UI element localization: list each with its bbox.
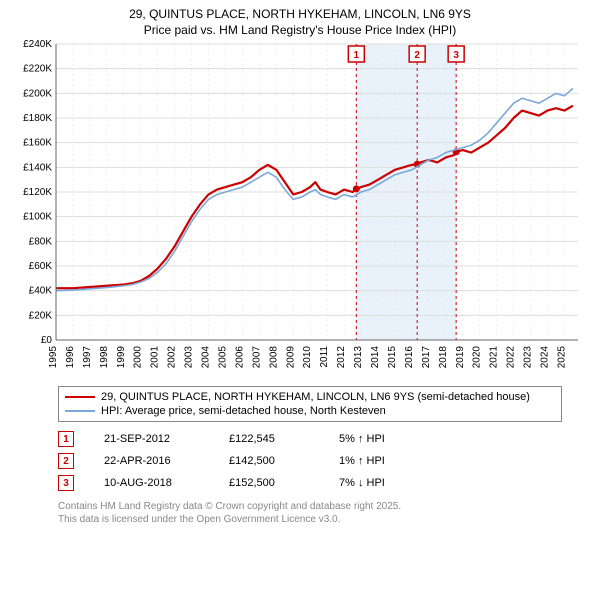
svg-text:2021: 2021: [489, 346, 500, 369]
svg-text:2014: 2014: [370, 346, 381, 369]
svg-text:2004: 2004: [201, 346, 212, 369]
footer-line-1: Contains HM Land Registry data © Crown c…: [58, 500, 562, 513]
legend-item: 29, QUINTUS PLACE, NORTH HYKEHAM, LINCOL…: [65, 390, 555, 404]
sale-row: 1 21-SEP-2012 £122,545 5% ↑ HPI: [58, 428, 562, 450]
svg-text:2011: 2011: [319, 346, 330, 368]
sale-price: £122,545: [229, 433, 309, 445]
svg-text:2003: 2003: [184, 346, 195, 369]
sale-row: 3 10-AUG-2018 £152,500 7% ↓ HPI: [58, 472, 562, 494]
sale-marker: 3: [58, 475, 74, 491]
svg-text:2019: 2019: [455, 346, 466, 369]
sale-price: £142,500: [229, 455, 309, 467]
svg-text:1995: 1995: [48, 346, 59, 369]
svg-text:3: 3: [453, 50, 459, 61]
sale-pct: 7% ↓ HPI: [339, 477, 419, 489]
line-chart: £0 £20K £40K £60K £80K £100K £120K £140K £160K £1…: [8, 40, 592, 380]
legend: 29, QUINTUS PLACE, NORTH HYKEHAM, LINCOL…: [58, 386, 562, 422]
sale-marker: 1: [58, 431, 74, 447]
sale-pct: 5% ↑ HPI: [339, 433, 419, 445]
legend-label: 29, QUINTUS PLACE, NORTH HYKEHAM, LINCOL…: [101, 391, 530, 403]
footer: Contains HM Land Registry data © Crown c…: [58, 500, 562, 526]
chart-title: 29, QUINTUS PLACE, NORTH HYKEHAM, LINCOL…: [8, 6, 592, 38]
svg-text:£0: £0: [41, 335, 53, 346]
svg-text:1999: 1999: [116, 346, 127, 369]
svg-text:2012: 2012: [336, 346, 347, 369]
sale-row: 2 22-APR-2016 £142,500 1% ↑ HPI: [58, 450, 562, 472]
svg-text:2013: 2013: [353, 346, 364, 369]
svg-text:£100K: £100K: [23, 212, 52, 223]
svg-text:2008: 2008: [268, 346, 279, 369]
svg-text:2024: 2024: [539, 346, 550, 369]
title-line-2: Price paid vs. HM Land Registry's House …: [8, 22, 592, 38]
svg-text:£220K: £220K: [23, 64, 52, 75]
sale-pct: 1% ↑ HPI: [339, 455, 419, 467]
title-line-1: 29, QUINTUS PLACE, NORTH HYKEHAM, LINCOL…: [8, 6, 592, 22]
chart-svg: £0 £20K £40K £60K £80K £100K £120K £140K £160K £1…: [8, 40, 588, 380]
sale-marker: 2: [58, 453, 74, 469]
svg-text:£20K: £20K: [29, 311, 53, 322]
sale-date: 10-AUG-2018: [104, 477, 199, 489]
svg-text:1998: 1998: [99, 346, 110, 369]
svg-text:2006: 2006: [234, 346, 245, 369]
sale-date: 21-SEP-2012: [104, 433, 199, 445]
svg-text:1997: 1997: [82, 346, 93, 369]
svg-text:2: 2: [414, 50, 420, 61]
svg-text:£160K: £160K: [23, 138, 52, 149]
sale-date: 22-APR-2016: [104, 455, 199, 467]
svg-text:2007: 2007: [251, 346, 262, 369]
sales-table: 1 21-SEP-2012 £122,545 5% ↑ HPI 2 22-APR…: [58, 428, 562, 494]
legend-swatch: [65, 396, 95, 398]
svg-text:£200K: £200K: [23, 89, 52, 100]
svg-text:2017: 2017: [421, 346, 432, 369]
svg-text:2015: 2015: [387, 346, 398, 369]
legend-item: HPI: Average price, semi-detached house,…: [65, 404, 555, 418]
svg-text:2018: 2018: [438, 346, 449, 369]
svg-text:2020: 2020: [472, 346, 483, 369]
sale-price: £152,500: [229, 477, 309, 489]
svg-text:2005: 2005: [217, 346, 228, 369]
svg-text:2000: 2000: [133, 346, 144, 369]
svg-text:£80K: £80K: [29, 237, 53, 248]
svg-text:2023: 2023: [523, 346, 534, 369]
svg-text:2009: 2009: [285, 346, 296, 369]
svg-text:2002: 2002: [167, 346, 178, 369]
svg-text:2016: 2016: [404, 346, 415, 369]
legend-swatch: [65, 410, 95, 412]
svg-text:£180K: £180K: [23, 113, 52, 124]
chart-container: 29, QUINTUS PLACE, NORTH HYKEHAM, LINCOL…: [0, 0, 600, 530]
svg-text:£60K: £60K: [29, 261, 53, 272]
legend-label: HPI: Average price, semi-detached house,…: [101, 405, 386, 417]
footer-line-2: This data is licensed under the Open Gov…: [58, 513, 562, 526]
svg-text:£40K: £40K: [29, 286, 53, 297]
svg-text:£240K: £240K: [23, 40, 52, 50]
svg-text:1: 1: [354, 50, 360, 61]
svg-text:£120K: £120K: [23, 187, 52, 198]
svg-text:1996: 1996: [65, 346, 76, 369]
svg-text:2001: 2001: [150, 346, 161, 369]
svg-text:£140K: £140K: [23, 163, 52, 174]
svg-text:2022: 2022: [506, 346, 517, 369]
svg-text:2025: 2025: [556, 346, 567, 369]
svg-text:2010: 2010: [302, 346, 313, 369]
